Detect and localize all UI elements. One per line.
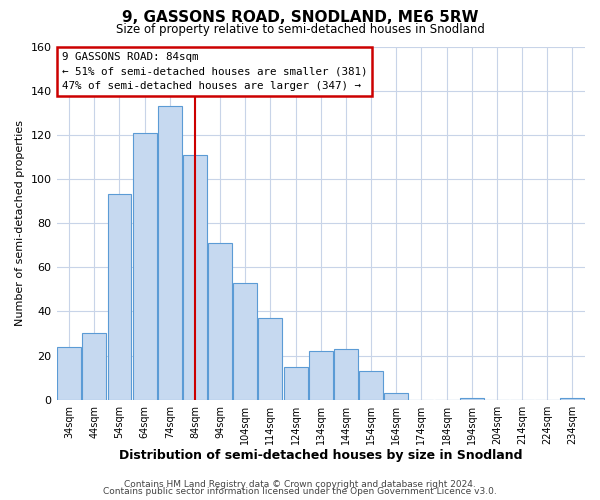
Text: Contains HM Land Registry data © Crown copyright and database right 2024.: Contains HM Land Registry data © Crown c… (124, 480, 476, 489)
Y-axis label: Number of semi-detached properties: Number of semi-detached properties (15, 120, 25, 326)
Bar (560, 398, 584, 400)
Bar (158, 106, 182, 400)
Bar (460, 398, 484, 400)
Text: Size of property relative to semi-detached houses in Snodland: Size of property relative to semi-detach… (116, 22, 484, 36)
X-axis label: Distribution of semi-detached houses by size in Snodland: Distribution of semi-detached houses by … (119, 450, 523, 462)
Text: Contains public sector information licensed under the Open Government Licence v3: Contains public sector information licen… (103, 487, 497, 496)
Bar (233, 282, 257, 400)
Bar (359, 371, 383, 400)
Bar (284, 366, 308, 400)
Bar (82, 334, 106, 400)
Bar (208, 243, 232, 400)
Bar (259, 318, 283, 400)
Bar (334, 349, 358, 400)
Text: 9 GASSONS ROAD: 84sqm
← 51% of semi-detached houses are smaller (381)
47% of sem: 9 GASSONS ROAD: 84sqm ← 51% of semi-deta… (62, 52, 367, 92)
Bar (183, 154, 207, 400)
Bar (385, 393, 408, 400)
Bar (57, 346, 81, 400)
Bar (107, 194, 131, 400)
Text: 9, GASSONS ROAD, SNODLAND, ME6 5RW: 9, GASSONS ROAD, SNODLAND, ME6 5RW (122, 10, 478, 25)
Bar (133, 132, 157, 400)
Bar (309, 351, 333, 400)
